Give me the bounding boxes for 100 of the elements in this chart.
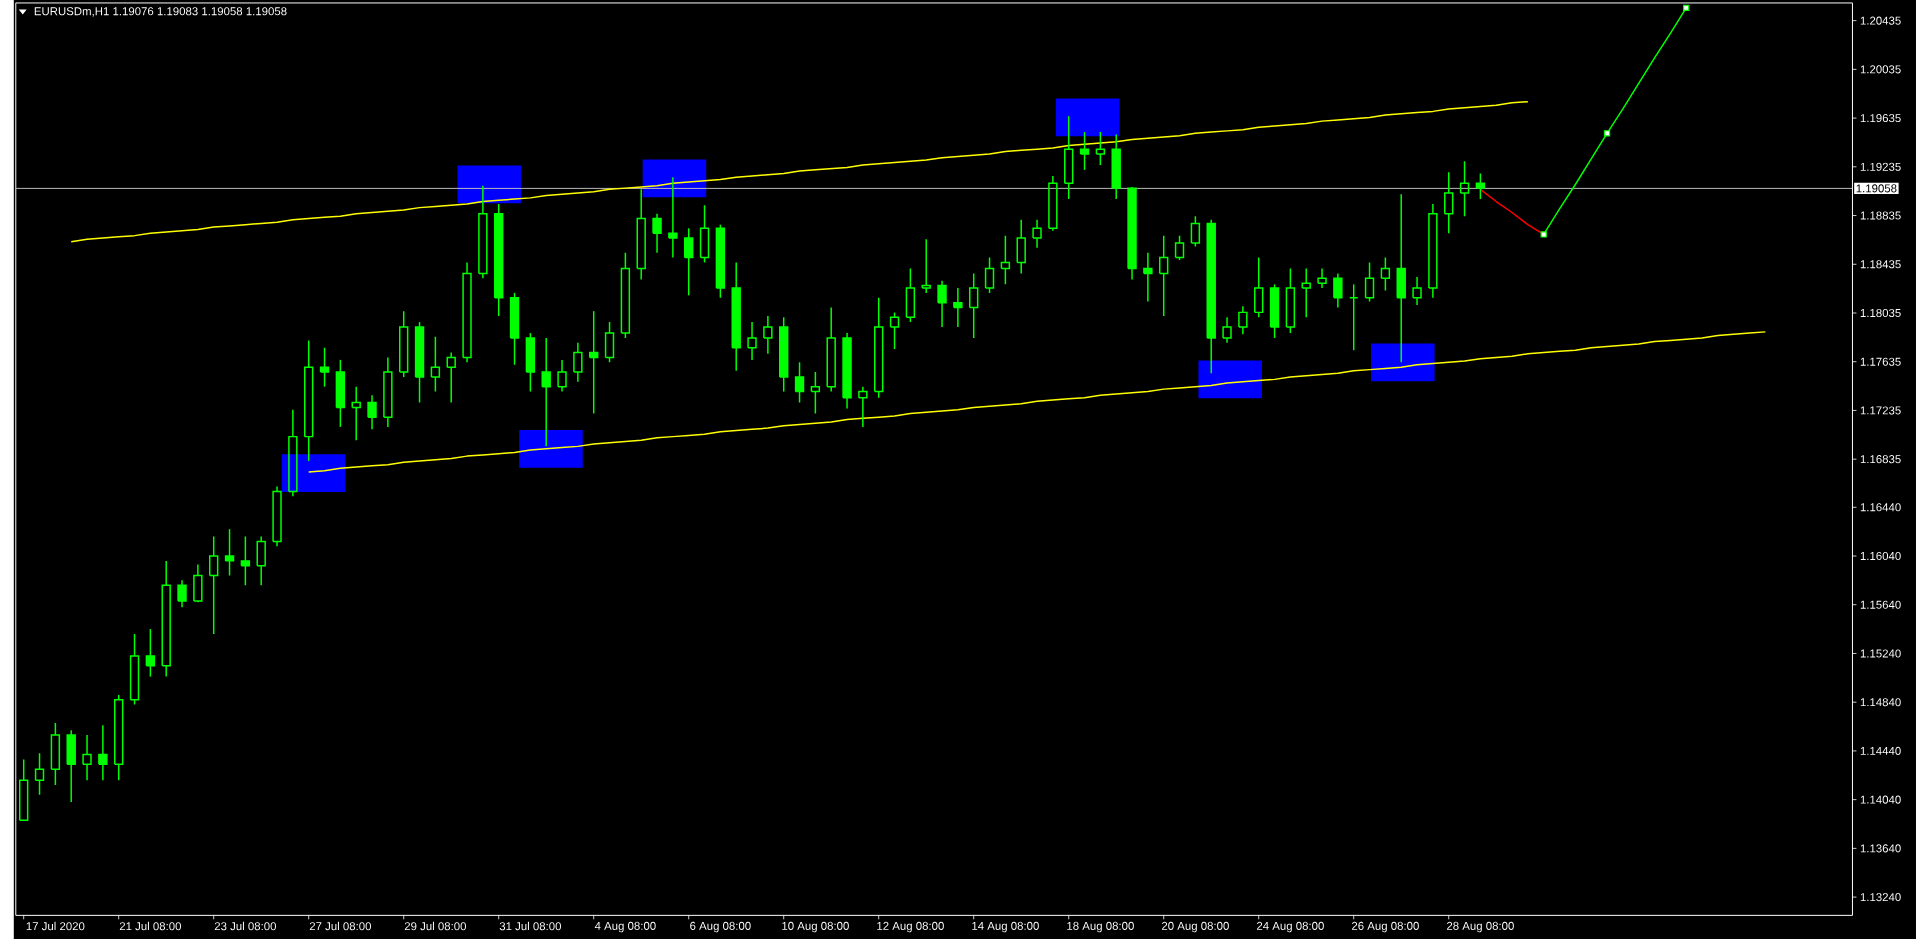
x-tick-label: 17 Jul 2020 <box>26 921 85 931</box>
candlestick <box>937 279 947 328</box>
y-tick-label: 1.18835 <box>1860 211 1901 220</box>
x-tick-label: 14 Aug 08:00 <box>972 921 1039 933</box>
candlestick <box>367 394 377 430</box>
x-tick-label: 23 Jul 08:00 <box>214 921 277 931</box>
candlestick <box>826 306 836 393</box>
candlestick <box>557 359 567 393</box>
point <box>1540 231 1547 238</box>
candlestick <box>604 321 615 363</box>
candlestick <box>699 204 710 264</box>
y-tick-label: 1.16040 <box>1860 551 1901 560</box>
candlestick <box>1459 160 1470 217</box>
candlestick <box>731 261 741 372</box>
candlestick <box>1111 133 1121 200</box>
candlestick <box>1095 131 1106 166</box>
candlestick <box>1428 203 1438 299</box>
x-tick-label: 24 Aug 08:00 <box>1256 921 1324 933</box>
candlestick <box>1190 215 1201 248</box>
candlestick <box>842 332 852 410</box>
x-tick-label: 4 Aug 08:00 <box>594 921 656 933</box>
candlestick <box>1206 218 1216 374</box>
x-tick-label: 26 Aug 08:00 <box>1351 921 1419 933</box>
candlestick <box>921 238 931 294</box>
x-tick-label: 31 Jul 08:00 <box>499 921 562 931</box>
candlestick <box>620 251 631 339</box>
candlestick <box>953 287 963 328</box>
y-tick-label: 1.14040 <box>1860 795 1901 804</box>
candlestick <box>1380 256 1391 292</box>
candlestick <box>478 184 488 279</box>
y-tick-label: 1.16440 <box>1860 503 1901 512</box>
point <box>1603 130 1611 137</box>
candlestick <box>193 563 203 603</box>
x-tick-label: 12 Aug 08:00 <box>877 921 944 933</box>
x-tick-label: 29 Jul 08:00 <box>404 921 467 931</box>
candlestick <box>161 560 171 678</box>
candlestick <box>34 752 45 796</box>
y-tick-label: 1.14440 <box>1860 746 1901 755</box>
x-tick-label: 6 Aug 08:00 <box>690 921 751 933</box>
candlestick <box>98 724 108 781</box>
candlestick <box>272 485 282 547</box>
candlestick <box>1016 218 1026 275</box>
candlestick <box>1159 234 1169 317</box>
candlestick <box>1222 316 1232 344</box>
x-tick-label: 27 Jul 08:00 <box>309 921 372 931</box>
chart-title: EURUSDm,H1 1.19076 1.19083 1.19058 1.19058 <box>34 7 287 17</box>
candlestick <box>462 261 472 363</box>
candlestick <box>82 734 92 781</box>
candlestick <box>1143 251 1153 303</box>
candlestick <box>1285 267 1296 334</box>
candlestick <box>288 408 298 497</box>
candlestick <box>1254 256 1264 318</box>
candlestick <box>874 296 884 399</box>
y-tick-label: 1.17235 <box>1860 406 1901 415</box>
candlestick <box>66 729 76 803</box>
x-tick-label: 10 Aug 08:00 <box>782 921 849 933</box>
candlestick <box>1317 267 1327 289</box>
candlestick <box>351 385 361 441</box>
candlestick <box>573 341 583 383</box>
y-tick-label: 1.18035 <box>1860 308 1901 317</box>
candlestick <box>113 694 124 781</box>
candlestick <box>1174 234 1185 261</box>
x-tick-label: 28 Aug 08:00 <box>1446 921 1514 933</box>
y-tick-label: 1.18435 <box>1860 260 1901 269</box>
candlestick <box>1412 276 1422 306</box>
candlestick <box>240 535 251 586</box>
ref-line-label: 1.19058 <box>1856 184 1897 193</box>
x-tick-label: 18 Aug 08:00 <box>1067 921 1134 933</box>
candlestick <box>668 176 678 259</box>
candlestick <box>889 311 900 350</box>
candlestick <box>589 310 599 415</box>
point <box>1683 4 1690 11</box>
candlestick <box>208 535 219 635</box>
candlestick <box>1444 171 1454 234</box>
candlestick <box>858 385 868 428</box>
candlestick <box>129 633 140 706</box>
candlestick <box>541 337 551 448</box>
candlestick <box>256 535 266 586</box>
candlestick <box>636 188 646 281</box>
candlestick <box>1333 272 1343 309</box>
candlestick <box>1000 234 1011 286</box>
candlestick <box>50 722 61 786</box>
y-tick-label: 1.13640 <box>1860 844 1901 853</box>
y-tick-label: 1.17635 <box>1860 357 1901 366</box>
y-tick-label: 1.15240 <box>1860 649 1901 658</box>
candlestick <box>763 315 773 355</box>
candlestick <box>177 579 187 608</box>
y-tick-label: 1.15640 <box>1860 600 1901 609</box>
candlestick <box>1396 193 1406 363</box>
x-tick-label: 20 Aug 08:00 <box>1161 921 1229 933</box>
candlestick <box>1032 218 1042 249</box>
y-tick-label: 1.20035 <box>1860 65 1901 74</box>
candlestick <box>18 758 29 821</box>
candlestick <box>1048 175 1058 232</box>
candlestick <box>430 335 441 393</box>
candlestick <box>399 310 409 378</box>
candlestick <box>383 356 393 428</box>
candlestick <box>1364 261 1375 303</box>
candlestick <box>652 212 662 254</box>
y-tick-label: 1.19635 <box>1860 113 1901 123</box>
